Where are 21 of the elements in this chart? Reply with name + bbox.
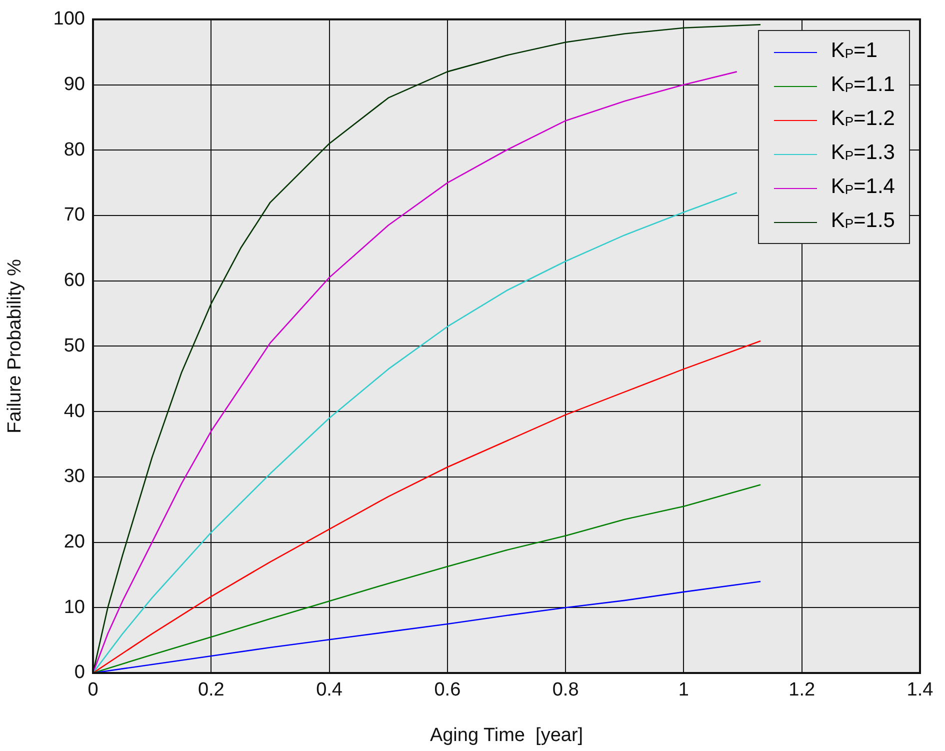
x-tick-label: 0.4 (316, 680, 343, 701)
x-tick-label: 0.6 (434, 680, 461, 701)
x-tick-label: 0.8 (552, 680, 579, 701)
y-tick-label: 20 (64, 532, 85, 553)
x-tick-label: 0 (88, 680, 98, 701)
y-tick-label: 70 (64, 204, 85, 226)
y-tick-label: 60 (64, 270, 85, 292)
y-axis-title: Failure Probability % (4, 258, 26, 434)
y-tick-label: 0 (74, 662, 85, 684)
x-tick-label: 1.2 (788, 680, 816, 701)
x-axis-title: Aging Time [year] (430, 724, 584, 746)
y-tick-label: 50 (64, 335, 85, 356)
x-tick-label: 1 (678, 680, 690, 701)
y-tick-label: 90 (64, 74, 85, 95)
y-tick-label: 100 (53, 8, 85, 30)
x-tick-label: 1.4 (906, 680, 934, 701)
x-tick-label: 0.2 (198, 680, 224, 701)
y-tick-label: 30 (64, 466, 85, 488)
y-tick-label: 80 (64, 139, 85, 160)
y-tick-label: 40 (64, 400, 85, 422)
y-tick-label: 10 (64, 596, 85, 618)
